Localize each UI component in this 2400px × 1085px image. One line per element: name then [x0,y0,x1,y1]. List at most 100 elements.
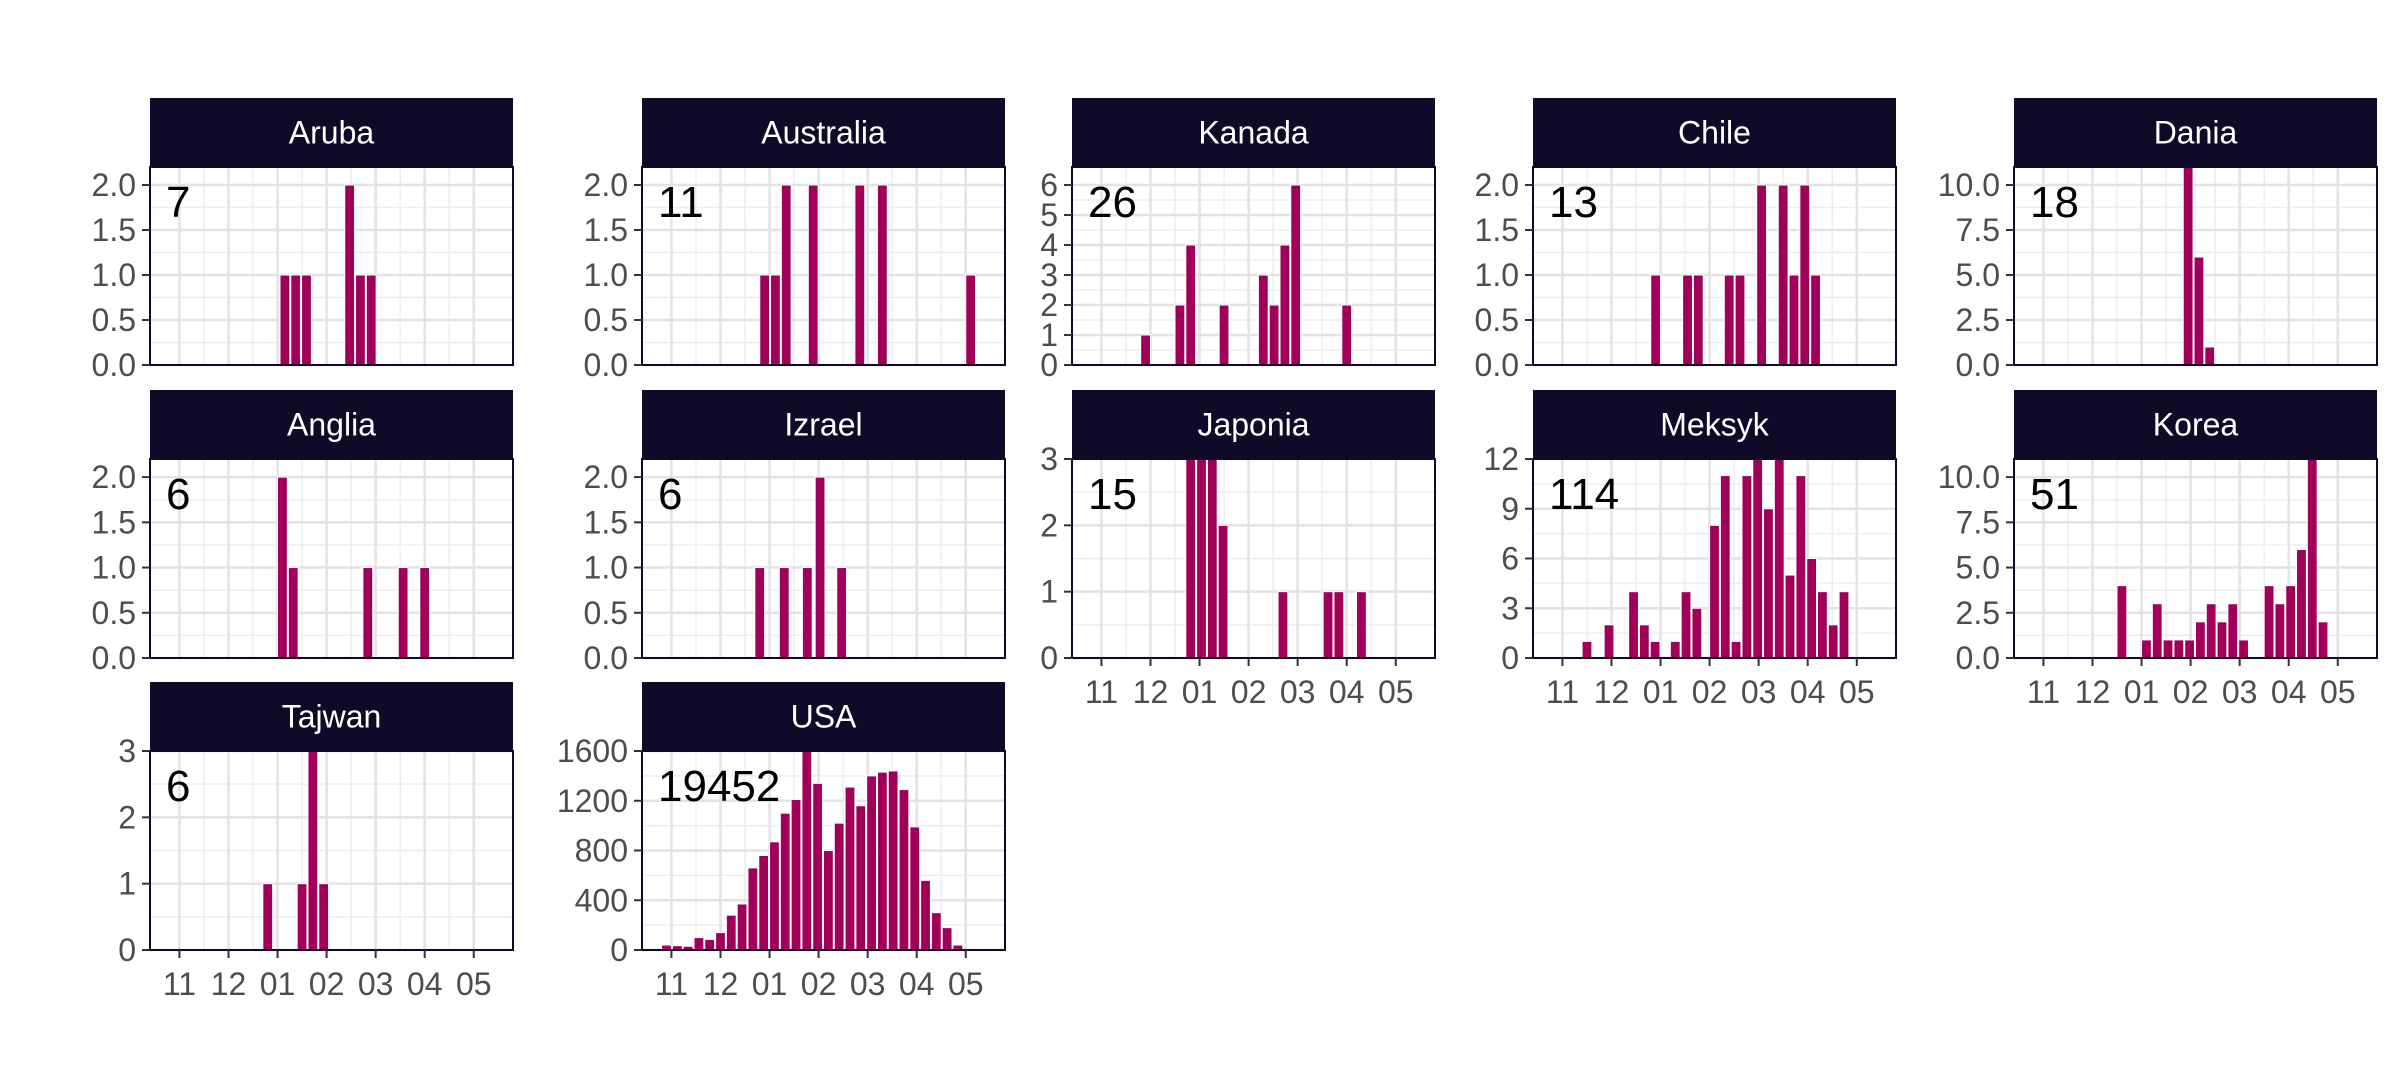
bar [2263,585,2275,659]
x-tick-label: 12 [211,966,247,1002]
bar [770,274,781,366]
bar [807,184,819,366]
count-label: 19452 [658,762,780,811]
y-tick-label: 0 [118,932,136,968]
x-tick-label: 05 [1378,674,1414,710]
bar [2227,603,2239,659]
bar [1581,640,1593,659]
bar [965,274,977,366]
bar [1817,591,1828,659]
count-label: 13 [1549,178,1598,227]
bar [1322,591,1334,659]
y-tick-label: 1 [1040,317,1058,353]
bar [1279,244,1291,366]
y-tick-label: 7.5 [1956,212,2000,248]
bar [704,938,716,951]
x-tick-label: 01 [1182,674,1218,710]
y-tick-label: 0.5 [92,595,136,631]
panel-background [642,167,1005,365]
y-tick-label: 800 [575,833,628,869]
bar [1356,591,1367,659]
bar [747,867,759,951]
bar [1217,524,1229,659]
bar [1741,475,1753,659]
y-tick-label: 0 [1040,347,1058,383]
bar [1788,274,1800,366]
y-tick-label: 0.5 [1475,302,1519,338]
bar [365,274,377,366]
bar [1628,591,1639,659]
bar [2195,621,2206,659]
count-label: 11 [658,178,704,227]
y-tick-label: 1.0 [1475,257,1519,293]
bar [1810,274,1821,366]
y-tick-label: 2 [1040,507,1058,543]
y-tick-label: 2 [1040,287,1058,323]
bar [1691,607,1703,659]
bar [779,812,791,951]
bar [1290,184,1302,366]
bar [2306,458,2318,659]
y-tick-label: 2.5 [1956,302,2000,338]
y-tick-label: 0 [610,932,628,968]
bar [1680,591,1692,659]
panel-background [1533,167,1896,365]
x-tick-label: 04 [407,966,443,1002]
y-tick-label: 1 [118,866,136,902]
y-tick-label: 1.0 [92,257,136,293]
bar [1185,244,1197,366]
x-tick-label: 05 [2320,674,2356,710]
y-tick-label: 0.0 [1956,347,2000,383]
bar [1277,591,1289,659]
x-tick-label: 11 [163,966,196,1002]
facet-korea: Korea 51 0.0 2.5 5.0 7.5 10.0 11 12 01 02 03 04 05 [1938,390,2378,710]
count-label: 6 [166,470,190,519]
bar [277,476,288,659]
bar [941,927,953,951]
y-tick-label: 6 [1040,167,1058,203]
facet-title: USA [791,699,857,735]
bar [1756,184,1767,366]
y-tick-label: 12 [1483,441,1519,477]
facet-strip [642,390,1005,459]
bar [754,567,766,659]
x-tick-label: 03 [358,966,394,1002]
x-tick-label: 03 [1741,674,1777,710]
bar [2204,346,2216,366]
bar [814,476,826,659]
facet-title: Japonia [1197,407,1309,443]
x-tick-label: 12 [703,966,739,1002]
bar [1196,458,1207,659]
bar [287,567,299,659]
x-tick-label: 11 [655,966,688,1002]
facet-title: Korea [2153,407,2239,443]
y-tick-label: 5 [1040,197,1058,233]
bar [758,854,770,951]
x-tick-label: 12 [1594,674,1630,710]
facet-title: Aruba [289,115,375,151]
y-tick-label: 0.5 [584,302,628,338]
bar [736,903,748,951]
bar [1752,458,1764,659]
bar [1333,591,1345,659]
bar [2182,166,2194,366]
facet-strip [2014,390,2377,459]
y-tick-label: 0.0 [92,347,136,383]
bar [887,770,899,951]
y-tick-label: 10.0 [1938,459,2000,495]
x-tick-label: 02 [801,966,837,1002]
count-label: 51 [2030,470,2079,519]
y-tick-label: 2.5 [1956,595,2000,631]
bar [1692,274,1704,366]
bar [2285,585,2297,659]
y-tick-label: 2.0 [92,167,136,203]
bar [1185,458,1197,659]
x-tick-label: 03 [2222,674,2258,710]
y-tick-label: 1.0 [584,550,628,586]
bar [1669,640,1681,659]
bar [876,771,888,951]
